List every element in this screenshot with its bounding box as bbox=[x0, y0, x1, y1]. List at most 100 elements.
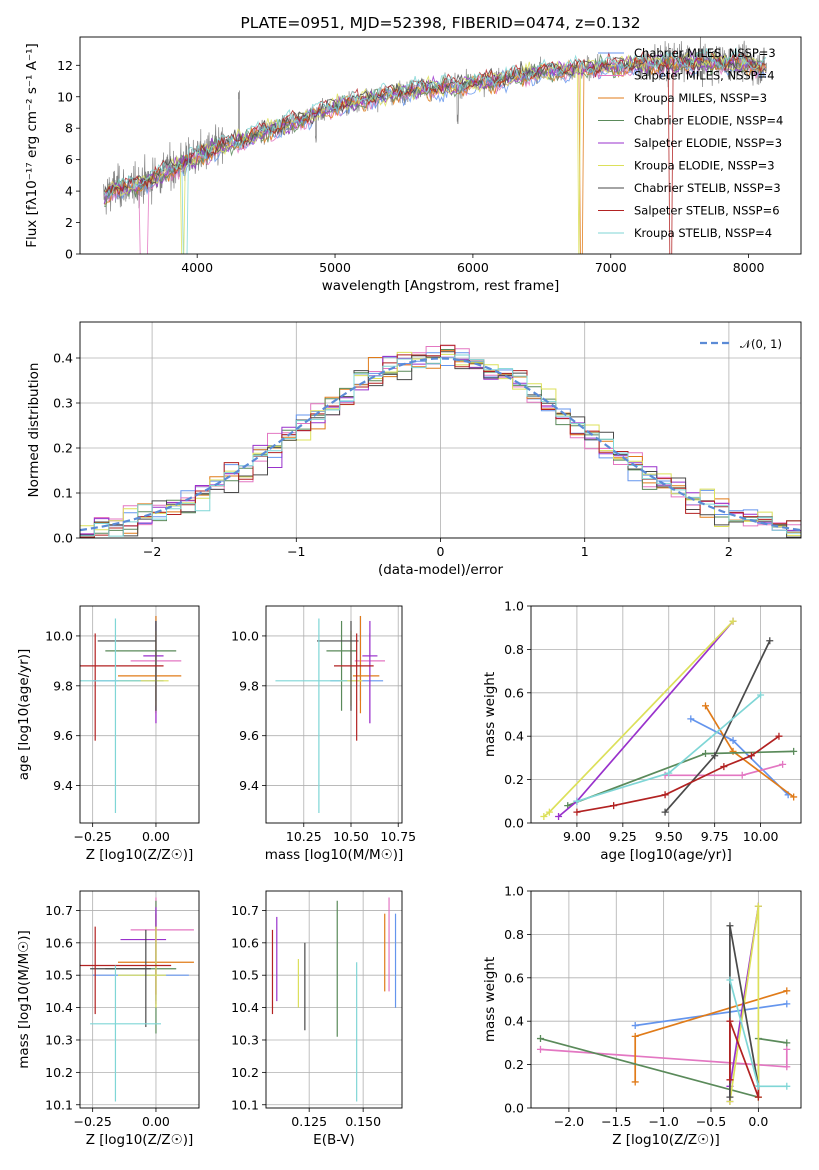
weight-line-5 bbox=[543, 620, 734, 818]
y-tick-label: 9.6 bbox=[239, 728, 259, 743]
panel-mass-EBV: 0.125 0.150 10.1 10.2 10.3 10.4 10.5 10.6 10.7 E(… bbox=[231, 890, 403, 1148]
legend-label: Chabrier ELODIE, NSSP=4 bbox=[634, 114, 783, 128]
y-axis-label: mass [log10(M/M☉)] bbox=[16, 930, 32, 1069]
axes-frame bbox=[530, 890, 802, 1109]
y-tick-label: 0.0 bbox=[504, 1101, 524, 1116]
legend-label: 𝒩(0, 1) bbox=[740, 337, 782, 351]
y-tick-label: 0.6 bbox=[504, 685, 524, 700]
weight-marker bbox=[687, 715, 695, 723]
x-tick-label: 8000 bbox=[733, 260, 765, 275]
weight-line-0 bbox=[635, 1002, 787, 1027]
weight-marker bbox=[555, 812, 563, 820]
x-tick-label: 4000 bbox=[181, 260, 213, 275]
weight-marker bbox=[754, 902, 762, 910]
axes-frame bbox=[265, 605, 403, 824]
x-axis-label: Z [log10(Z/Z☉)] bbox=[86, 1132, 194, 1148]
y-tick-label: 12 bbox=[57, 58, 73, 73]
y-axis-label: Flux [fλ10⁻¹⁷ erg cm⁻² s⁻¹ A⁻¹] bbox=[24, 43, 40, 248]
x-tick-label: −2.0 bbox=[554, 1114, 584, 1129]
y-axis-label: mass weight bbox=[482, 672, 498, 757]
x-tick-label: 10.00 bbox=[743, 829, 779, 844]
weight-marker bbox=[790, 793, 798, 801]
weight-marker bbox=[783, 1045, 791, 1053]
y-tick-label: 0.0 bbox=[53, 531, 73, 546]
axes-frame bbox=[530, 605, 802, 824]
weight-marker bbox=[631, 1022, 639, 1030]
errorbar-point bbox=[120, 907, 167, 1005]
y-tick-label: 0.1 bbox=[53, 486, 73, 501]
axes-frame bbox=[265, 890, 403, 1109]
weight-marker bbox=[711, 752, 719, 760]
y-tick-label: 0.8 bbox=[504, 642, 524, 657]
x-axis-label: E(B-V) bbox=[313, 1132, 355, 1148]
weight-marker bbox=[729, 737, 737, 745]
weight-marker bbox=[545, 808, 553, 816]
x-tick-label: 1 bbox=[581, 544, 589, 559]
errorbar-point bbox=[352, 615, 380, 714]
panel-spectrum: 4000 5000 6000 7000 8000 0 2 4 6 8 10 12 wavelength … bbox=[24, 14, 802, 294]
x-axis-label: Z [log10(Z/Z☉)] bbox=[612, 1132, 720, 1148]
plot-area bbox=[103, 37, 767, 254]
x-tick-label: 9.00 bbox=[563, 829, 591, 844]
errorbar-point bbox=[275, 618, 348, 814]
axes-frame bbox=[79, 890, 200, 1109]
x-tick-label: −0.25 bbox=[74, 829, 112, 844]
legend-label: Salpeter ELODIE, NSSP=3 bbox=[634, 136, 782, 150]
x-tick-label: 9.25 bbox=[609, 829, 637, 844]
y-tick-label: 0.2 bbox=[504, 1057, 524, 1072]
legend-label: Chabrier STELIB, NSSP=3 bbox=[634, 181, 781, 195]
x-tick-label: 0.125 bbox=[291, 1114, 327, 1129]
model-spectrum-8 bbox=[103, 47, 767, 254]
legend: Chabrier MILES, NSSP=3 Salpeter MILES, NS… bbox=[598, 46, 783, 240]
weight-marker bbox=[665, 769, 673, 777]
weight-marker bbox=[754, 1082, 762, 1090]
panel-age-Z: −0.25 0.00 9.4 9.6 9.8 10.0 Z [log10(Z/Z☉)] age… bbox=[16, 605, 200, 863]
y-tick-label: 10.7 bbox=[231, 903, 259, 918]
y-tick-label: 1.0 bbox=[504, 599, 524, 614]
weight-marker bbox=[540, 812, 548, 820]
x-tick-label: 9.50 bbox=[655, 829, 683, 844]
x-tick-label: −2 bbox=[143, 544, 161, 559]
legend-label: Kroupa MILES, NSSP=3 bbox=[634, 91, 767, 105]
model-spectrum-5 bbox=[103, 52, 767, 254]
axes-frame bbox=[79, 605, 200, 824]
y-tick-label: 10.7 bbox=[45, 903, 73, 918]
y-tick-label: 6 bbox=[65, 152, 73, 167]
y-tick-label: 9.8 bbox=[53, 678, 73, 693]
histogram-7 bbox=[80, 344, 801, 538]
y-tick-label: 8 bbox=[65, 121, 73, 136]
y-tick-label: 10.6 bbox=[45, 935, 73, 950]
weight-marker bbox=[738, 771, 746, 779]
weight-marker bbox=[757, 691, 765, 699]
weight-marker bbox=[726, 976, 734, 984]
errorbar-point bbox=[92, 910, 189, 1002]
legend: 𝒩(0, 1) bbox=[700, 337, 782, 351]
legend-label: Chabrier MILES, NSSP=3 bbox=[634, 46, 776, 60]
y-tick-label: 10.5 bbox=[45, 968, 73, 983]
x-tick-label: −1.0 bbox=[648, 1114, 678, 1129]
weight-marker bbox=[783, 1063, 791, 1071]
y-tick-label: 10.4 bbox=[45, 1000, 73, 1015]
y-axis-label: Normed distribution bbox=[26, 363, 42, 498]
weight-marker bbox=[631, 1078, 639, 1086]
weight-marker bbox=[779, 760, 787, 768]
x-axis-label: Z [log10(Z/Z☉)] bbox=[86, 847, 194, 863]
x-tick-label: 7000 bbox=[595, 260, 627, 275]
x-tick-label: −1.5 bbox=[601, 1114, 631, 1129]
weight-marker bbox=[783, 1082, 791, 1090]
y-tick-label: 10.3 bbox=[231, 1032, 259, 1047]
weight-marker bbox=[536, 1045, 544, 1053]
panel-mass-Z: −0.25 0.00 10.1 10.2 10.3 10.4 10.5 10.6 10.7 Z [… bbox=[16, 890, 200, 1148]
y-tick-label: 0 bbox=[65, 247, 73, 262]
y-tick-label: 2 bbox=[65, 215, 73, 230]
errorbar-point bbox=[92, 615, 164, 701]
weight-line-7 bbox=[576, 735, 780, 813]
x-axis-label: (data-model)/error bbox=[378, 562, 504, 578]
weight-marker bbox=[729, 617, 737, 625]
chart-title: PLATE=0951, MJD=52398, FIBERID=0474, z=0… bbox=[240, 14, 640, 32]
y-tick-label: 0.0 bbox=[504, 816, 524, 831]
errorbar-point bbox=[90, 965, 162, 1102]
plot-area bbox=[80, 606, 199, 823]
panel-mass-weight-vs-Z: −2.0 −1.5 −1.0 −0.5 0.0 0.0 0.2 0.4 0.6 0.8 1.0 Z [… bbox=[482, 884, 802, 1148]
